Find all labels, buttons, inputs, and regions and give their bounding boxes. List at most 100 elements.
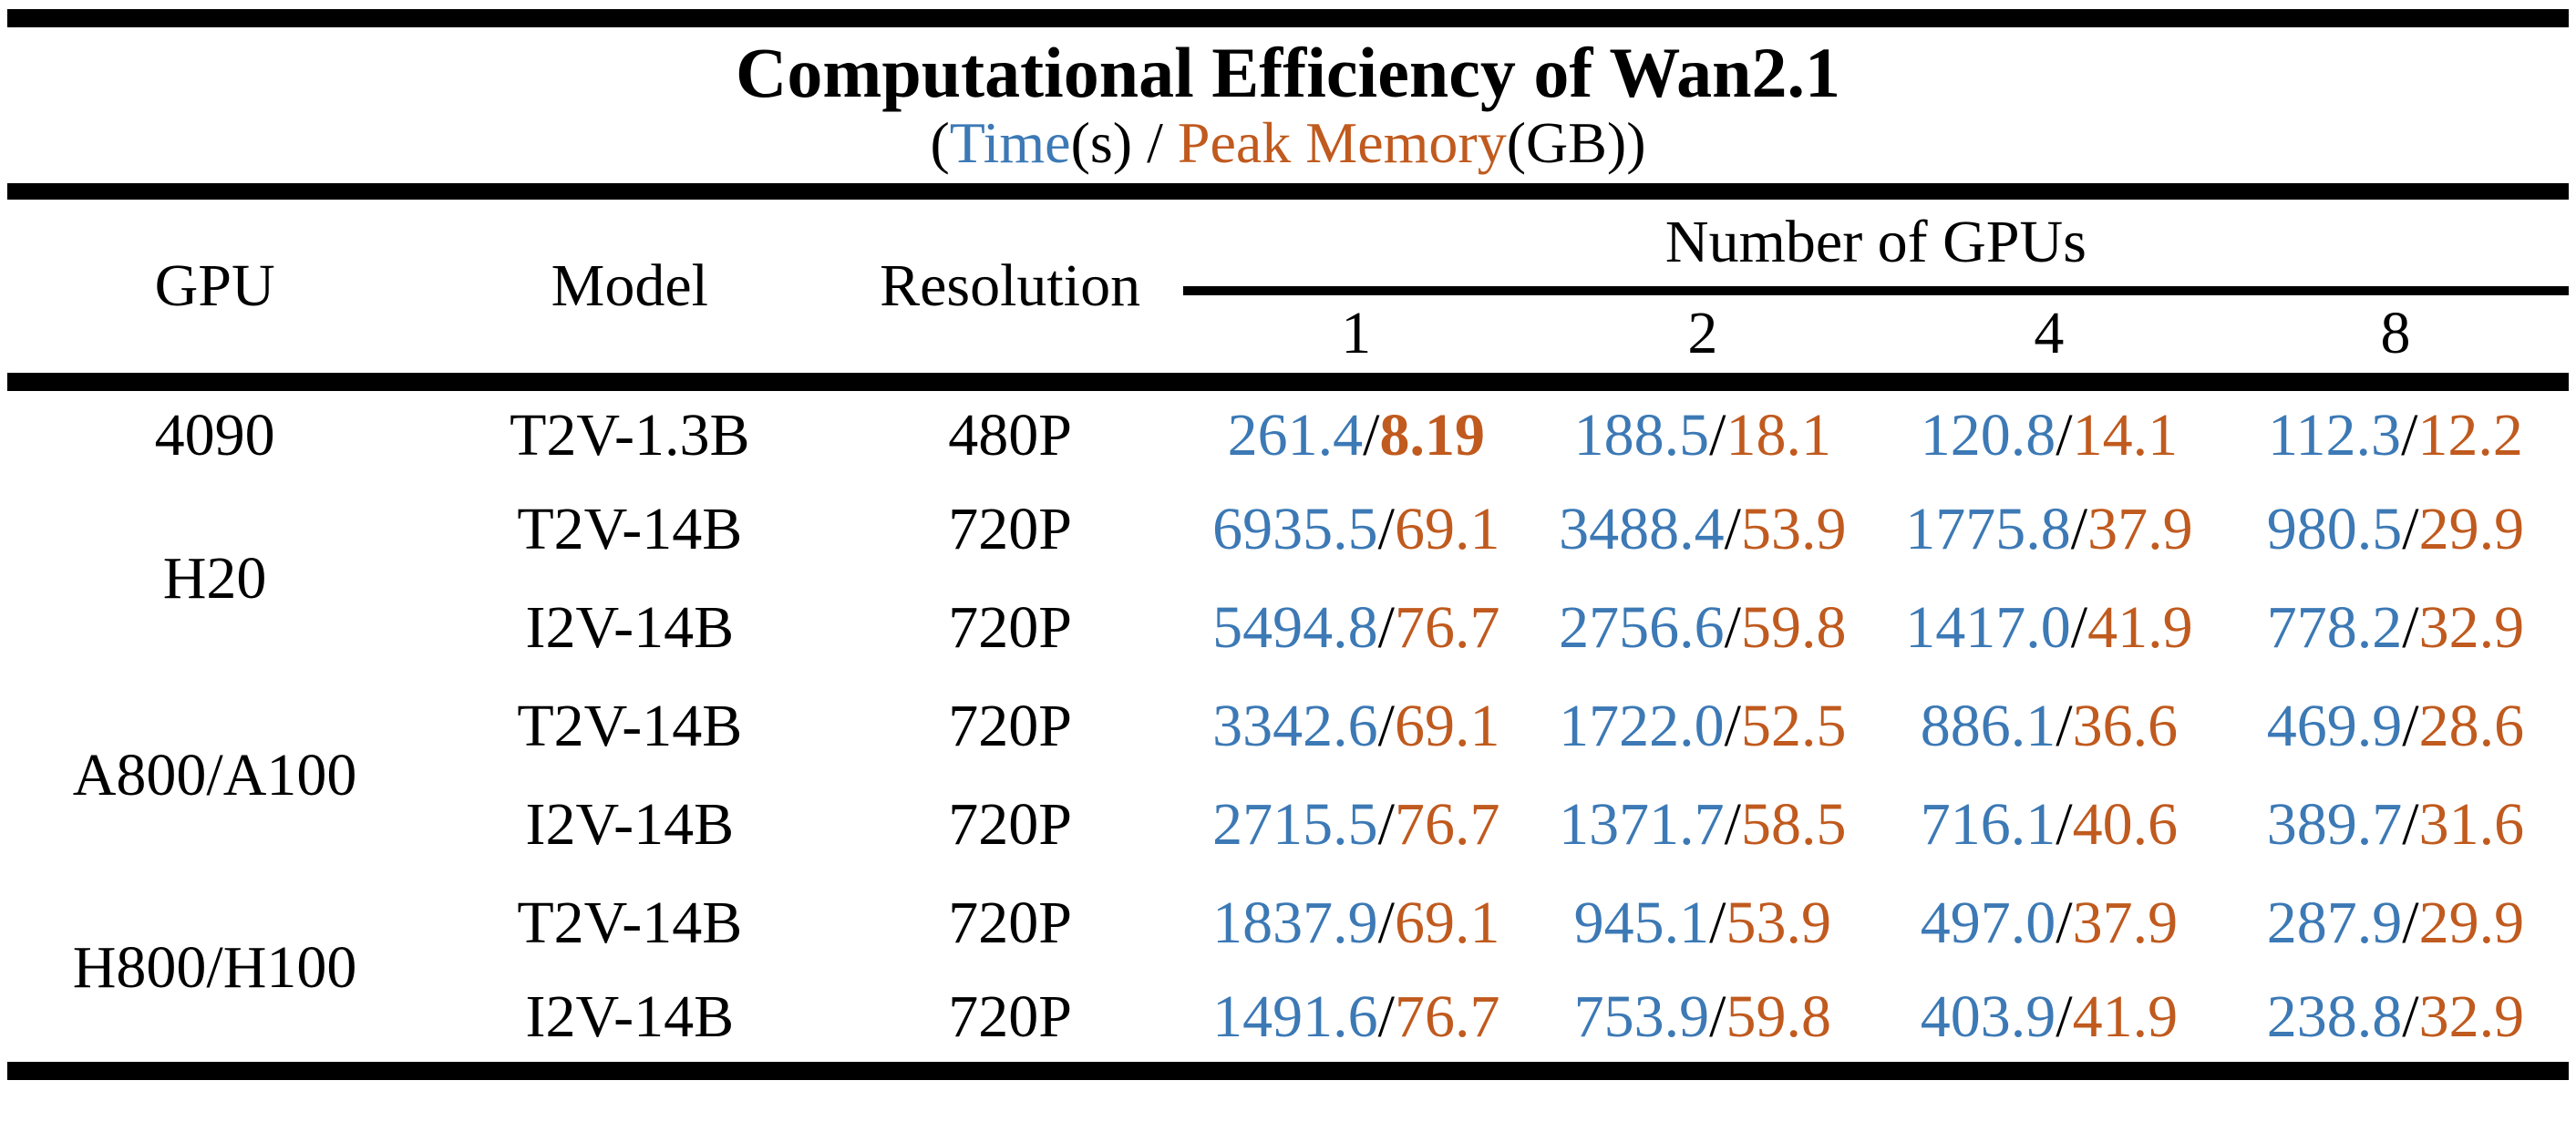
subtitle-separator: /	[1132, 110, 1178, 176]
col-header-gpus-2: 2	[1529, 290, 1876, 391]
model-cell: T2V-14B	[517, 495, 743, 562]
metric-cell: 1837.9/69.1	[1183, 874, 1530, 972]
time-value: 778.2	[2266, 593, 2403, 661]
subtitle-memory-label: Peak Memory	[1177, 110, 1507, 176]
col-header-gpu: GPU	[7, 199, 423, 391]
model-cell: I2V-14B	[525, 593, 735, 661]
resolution-cell: 720P	[948, 790, 1072, 858]
memory-value: 52.5	[1741, 692, 1847, 759]
memory-value: 76.7	[1394, 593, 1500, 661]
model-cell: T2V-1.3B	[510, 401, 750, 468]
metric-cell: 886.1/36.6	[1876, 677, 2222, 776]
col-header-gpus-1: 1	[1182, 290, 1530, 391]
model-cell: I2V-14B	[525, 790, 735, 858]
memory-value: 29.9	[2418, 889, 2525, 956]
table-row-h20-t2v14b: H20 T2V-14B 720P 6935.5/69.1 3488.4/53.9…	[7, 480, 2569, 608]
metric-cell: 1491.6/76.7	[1183, 972, 1530, 1071]
metric-cell: 3488.4/53.9	[1530, 480, 1876, 579]
metric-cell: 945.1/53.9	[1530, 874, 1876, 972]
table-row-4090-t2v13b: 4090 T2V-1.3B 480P 261.4/8.19 188.5/18.1…	[7, 382, 2569, 480]
metric-cell: 238.8/32.9	[2222, 972, 2569, 1071]
slash-separator: /	[2402, 692, 2419, 759]
col-header-gpus-8: 8	[2221, 290, 2569, 391]
col-header-model: Model	[422, 199, 838, 391]
memory-value: 41.9	[2087, 593, 2193, 661]
slash-separator: /	[1377, 889, 1395, 956]
gpu-group-cell: H20	[162, 544, 267, 612]
memory-value: 36.6	[2072, 692, 2179, 759]
slash-separator: /	[1724, 593, 1742, 661]
memory-value: 53.9	[1726, 889, 1832, 956]
time-value: 886.1	[1920, 692, 2056, 759]
slash-separator: /	[1709, 983, 1726, 1050]
header-row-counts: 1 2 4 8	[7, 290, 2569, 391]
metric-cell: 188.5/18.1	[1530, 382, 1876, 480]
slash-separator: /	[2056, 889, 2073, 956]
time-value: 1417.0	[1905, 593, 2071, 661]
time-value: 389.7	[2266, 790, 2403, 858]
memory-value: 28.6	[2418, 692, 2525, 759]
memory-value: 32.9	[2418, 593, 2525, 661]
memory-value: 40.6	[2072, 790, 2179, 858]
table-row-a800-i2v14b: I2V-14B 720P 2715.5/76.7 1371.7/58.5 716…	[7, 776, 2569, 874]
metric-cell: 980.5/29.9	[2222, 480, 2569, 579]
efficiency-table-figure: Computational Efficiency of Wan2.1 (Time…	[7, 9, 2569, 1080]
slash-separator: /	[2402, 593, 2419, 661]
slash-separator: /	[1709, 401, 1726, 468]
slash-separator: /	[2056, 401, 2073, 468]
resolution-cell: 720P	[948, 889, 1072, 956]
metric-cell: 112.3/12.2	[2222, 382, 2569, 480]
memory-value: 31.6	[2418, 790, 2525, 858]
table-row-h800-i2v14b: I2V-14B 720P 1491.6/76.7 753.9/59.8 403.…	[7, 972, 2569, 1071]
slash-separator: /	[1377, 692, 1395, 759]
gpu-group-cell: A800/A100	[72, 741, 357, 808]
metric-cell: 2756.6/59.8	[1530, 579, 1876, 677]
table-subtitle: (Time(s) / Peak Memory(GB))	[7, 112, 2569, 173]
time-value: 469.9	[2266, 692, 2403, 759]
metric-cell: 716.1/40.6	[1876, 776, 2222, 874]
memory-value: 53.9	[1741, 495, 1847, 562]
metric-cell: 5494.8/76.7	[1183, 579, 1530, 677]
table-row-h800-t2v14b: H800/H100 T2V-14B 720P 1837.9/69.1 945.1…	[7, 874, 2569, 997]
metric-cell: 1722.0/52.5	[1530, 677, 1876, 776]
metric-cell: 1417.0/41.9	[1876, 579, 2222, 677]
time-value: 287.9	[2266, 889, 2403, 956]
resolution-cell: 720P	[948, 495, 1072, 562]
time-value: 112.3	[2268, 401, 2402, 468]
resolution-cell: 480P	[948, 401, 1072, 468]
memory-value: 69.1	[1394, 692, 1500, 759]
metric-cell: 1371.7/58.5	[1530, 776, 1876, 874]
table-row-h20-i2v14b: I2V-14B 720P 5494.8/76.7 2756.6/59.8 141…	[7, 579, 2569, 677]
metric-cell: 403.9/41.9	[1876, 972, 2222, 1071]
table-title: Computational Efficiency of Wan2.1	[736, 33, 1840, 112]
memory-value: 76.7	[1394, 790, 1500, 858]
time-value: 716.1	[1920, 790, 2056, 858]
table-row-a800-t2v14b: A800/A100 T2V-14B 720P 3342.6/69.1 1722.…	[7, 677, 2569, 805]
metric-cell: 287.9/29.9	[2222, 874, 2569, 972]
header-row-group: GPU Model Resolution Number of GPUs	[7, 199, 2569, 391]
time-value: 120.8	[1920, 401, 2056, 468]
slash-separator: /	[2402, 889, 2419, 956]
time-value: 238.8	[2266, 983, 2403, 1050]
time-value: 2756.6	[1559, 593, 1725, 661]
slash-separator: /	[2402, 983, 2419, 1050]
slash-separator: /	[2070, 495, 2088, 562]
memory-value: 69.1	[1394, 889, 1500, 956]
memory-value: 32.9	[2418, 983, 2525, 1050]
metric-cell: 261.4/8.19	[1183, 382, 1530, 480]
metric-cell: 753.9/59.8	[1530, 972, 1876, 1071]
efficiency-table: GPU Model Resolution Number of GPUs 1 2 …	[7, 199, 2569, 1080]
subtitle-time-label: Time	[949, 110, 1071, 176]
time-value: 980.5	[2266, 495, 2403, 562]
metric-cell: 120.8/14.1	[1876, 382, 2222, 480]
col-header-number-of-gpus: Number of GPUs	[1182, 199, 2569, 295]
memory-value: 41.9	[2072, 983, 2179, 1050]
metric-cell: 1775.8/37.9	[1876, 480, 2222, 579]
memory-value: 29.9	[2418, 495, 2525, 562]
time-value: 2715.5	[1212, 790, 1378, 858]
slash-separator: /	[1724, 692, 1742, 759]
slash-separator: /	[2056, 983, 2073, 1050]
metric-cell: 3342.6/69.1	[1183, 677, 1530, 776]
top-rule	[7, 9, 2569, 27]
slash-separator: /	[1709, 889, 1726, 956]
